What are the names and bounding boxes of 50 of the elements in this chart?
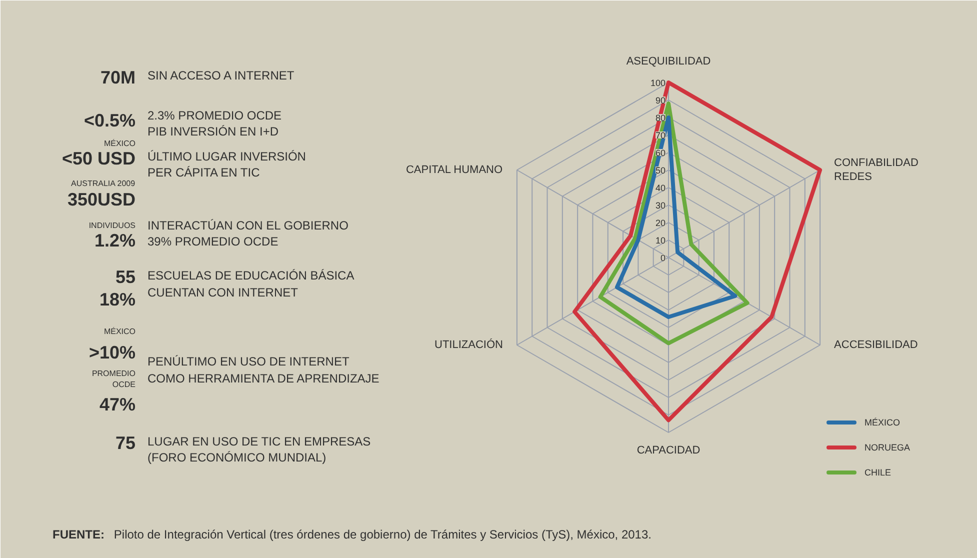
y-tick-label: 50 bbox=[655, 166, 666, 176]
spoke-label: CONFIABILIDAD REDES bbox=[834, 156, 918, 184]
legend-label: MÉXICO bbox=[864, 418, 900, 428]
text: 350USD bbox=[67, 190, 136, 210]
spoke-label: UTILIZACIÓN bbox=[434, 338, 503, 351]
spoke-label: ASEQUIBILIDAD bbox=[626, 56, 711, 68]
text: CUENTAN CON INTERNET bbox=[148, 286, 299, 300]
text: 18% bbox=[99, 290, 136, 310]
y-tick-label: 0 bbox=[660, 253, 666, 263]
text: 2.3% PROMEDIO OCDE bbox=[148, 108, 282, 122]
y-tick-label: 70 bbox=[655, 130, 666, 140]
y-tick-label: 90 bbox=[655, 96, 666, 106]
text: >10% bbox=[88, 342, 136, 362]
legend-label: CHILE bbox=[864, 468, 892, 478]
text: INTERACTÚAN CON EL GOBIERNO bbox=[148, 218, 348, 232]
y-tick-label: 30 bbox=[655, 200, 666, 210]
text: 39% PROMEDIO OCDE bbox=[148, 234, 278, 248]
text: 55 bbox=[115, 267, 136, 287]
text: COMO HERRAMIENTA DE APRENDIZAJE bbox=[148, 372, 380, 386]
legend-label: NORUEGA bbox=[864, 442, 910, 452]
text: AUSTRALIA 2009 bbox=[71, 179, 136, 188]
spoke-label: CAPITAL HUMANO bbox=[406, 164, 503, 176]
text: SIN ACCESO A INTERNET bbox=[148, 68, 295, 82]
spoke-label: ACCESIBILIDAD bbox=[834, 339, 918, 351]
text: ESCUELAS DE EDUCACIÓN BÁSICA bbox=[148, 268, 354, 282]
y-tick-label: 80 bbox=[655, 113, 666, 123]
text: 47% bbox=[99, 394, 136, 414]
y-tick-label: 100 bbox=[650, 78, 666, 88]
y-tick-label: 40 bbox=[655, 183, 666, 193]
text: (FORO ECONÓMICO MUNDIAL) bbox=[148, 450, 326, 464]
text: PER CÁPITA EN TIC bbox=[148, 166, 260, 180]
text: OCDE bbox=[112, 380, 136, 389]
text: 75 bbox=[115, 433, 136, 453]
text: 1.2% bbox=[94, 230, 136, 250]
text: 70M bbox=[100, 68, 136, 88]
source-note: FUENTE: Piloto de Integración Vertical (tres órdenes de gobierno) de Trámites y Servicios (TyS), México, 2013. bbox=[52, 528, 652, 542]
y-tick-label: 10 bbox=[655, 236, 666, 246]
y-tick-label: 20 bbox=[655, 218, 666, 228]
text: ÚLTIMO LUGAR INVERSIÓN bbox=[148, 150, 306, 164]
text: LUGAR EN USO DE TIC EN EMPRESAS bbox=[148, 434, 371, 448]
text: PROMEDIO bbox=[92, 369, 136, 378]
y-tick-label: 60 bbox=[655, 148, 666, 158]
text: <50 USD bbox=[62, 148, 136, 168]
text: PENÚLTIMO EN USO DE INTERNET bbox=[148, 354, 350, 368]
text: INDIVIDUOS bbox=[88, 221, 136, 230]
text: MÉXICO bbox=[104, 327, 136, 336]
text: PIB INVERSIÓN EN I+D bbox=[148, 124, 279, 138]
text: MÉXICO bbox=[104, 139, 136, 148]
text: <0.5% bbox=[84, 110, 136, 130]
spoke-label: CAPACIDAD bbox=[636, 444, 700, 456]
